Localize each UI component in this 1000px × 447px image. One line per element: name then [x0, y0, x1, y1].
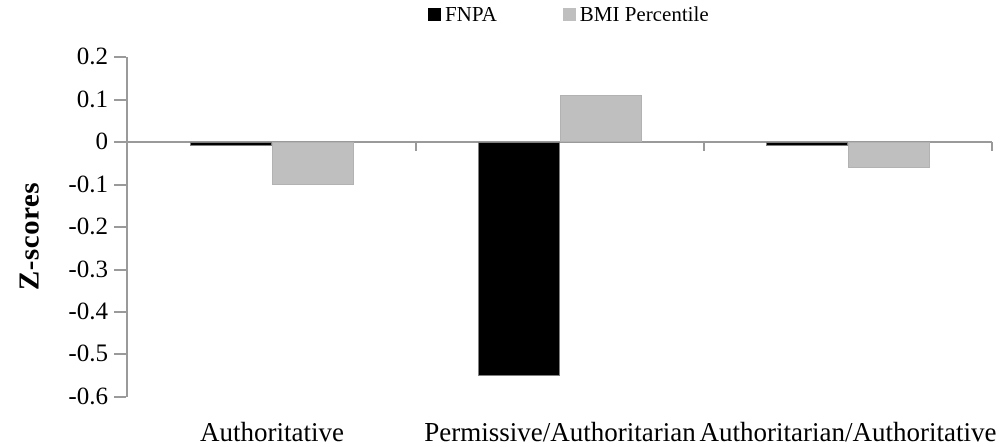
- legend-label-fnpa: FNPA: [445, 2, 497, 26]
- legend-swatch-bmi-icon: [562, 8, 576, 21]
- y-axis-tick-label: 0: [95, 128, 109, 155]
- y-axis-tick-label: -0.2: [68, 213, 108, 240]
- y-axis-tick: [114, 99, 126, 101]
- y-axis-tick: [114, 353, 126, 355]
- x-axis-category-label: Authoritarian/Authoritative: [699, 417, 997, 447]
- y-axis-tick: [114, 311, 126, 313]
- y-axis-tick-label: 0.2: [76, 43, 108, 70]
- bar-fnpa-cat2: [478, 142, 560, 376]
- y-axis-tick-label: -0.1: [68, 171, 108, 198]
- legend-item-bmi-percentile: BMI Percentile: [562, 2, 709, 26]
- y-axis-tick: [114, 56, 126, 58]
- y-axis-tick: [114, 269, 126, 271]
- y-axis-tick: [114, 226, 126, 228]
- legend-item-fnpa: FNPA: [428, 4, 497, 25]
- legend-swatch-fnpa-icon: [428, 8, 441, 21]
- x-axis-tick: [703, 142, 705, 151]
- bar-fnpa-cat1: [190, 142, 272, 146]
- bar-bmi-cat1: [272, 142, 354, 185]
- legend-label-bmi-percentile: BMI Percentile: [579, 2, 709, 26]
- x-axis-category-label: Permissive/Authoritarian: [424, 417, 696, 447]
- bar-bmi-cat2: [560, 95, 642, 142]
- y-axis-line: [126, 57, 128, 397]
- chart-legend: FNPA BMI Percentile: [428, 4, 709, 25]
- x-axis-tick: [991, 142, 993, 151]
- y-axis-tick-label: -0.3: [68, 256, 108, 283]
- x-axis-tick: [415, 142, 417, 151]
- y-axis-tick: [114, 396, 126, 398]
- y-axis-tick: [114, 141, 126, 143]
- y-axis-tick: [114, 184, 126, 186]
- x-axis-category-label: Authoritative: [200, 417, 344, 447]
- y-axis-tick-label: -0.6: [68, 383, 108, 410]
- bar-bmi-cat3: [848, 142, 930, 168]
- x-axis-line: [128, 141, 992, 143]
- y-axis-tick-label: -0.5: [68, 340, 108, 367]
- bar-fnpa-cat3: [766, 142, 848, 146]
- y-axis-tick-label: -0.4: [68, 298, 108, 325]
- y-axis-tick-label: 0.1: [76, 86, 108, 113]
